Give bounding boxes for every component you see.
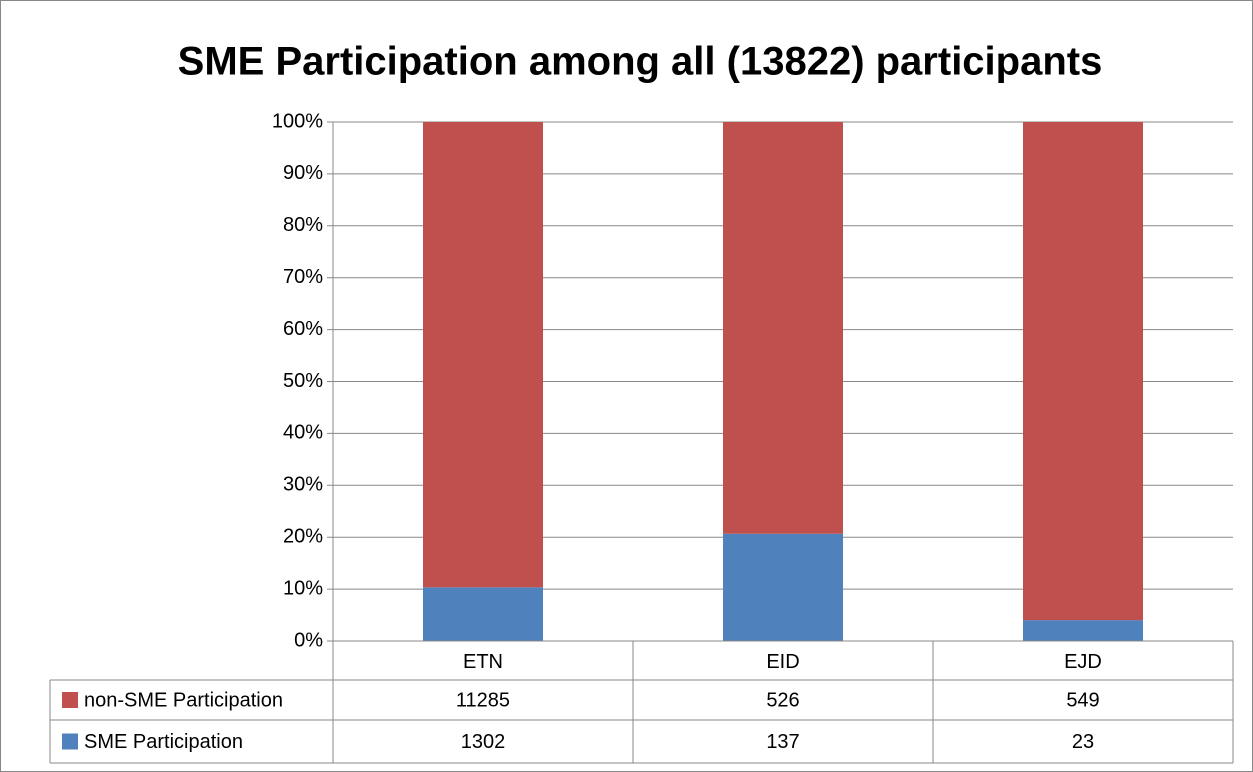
bar-segment — [423, 587, 543, 641]
table-value: 549 — [1066, 689, 1099, 711]
y-tick-label: 30% — [283, 474, 323, 496]
legend-swatch — [62, 733, 78, 750]
x-tick-label: EID — [766, 651, 799, 673]
table-value: 1302 — [461, 731, 506, 753]
table-value: 11285 — [456, 689, 510, 711]
table-value: 137 — [766, 731, 799, 753]
table-value: 23 — [1072, 731, 1094, 753]
y-tick-label: 50% — [283, 370, 323, 392]
y-tick-label: 10% — [283, 577, 323, 599]
legend-swatch — [62, 692, 78, 708]
table-value: 526 — [766, 689, 799, 711]
legend-label: non-SME Participation — [84, 689, 283, 711]
y-tick-label: 100% — [272, 110, 323, 132]
legend-label: SME Participation — [84, 731, 243, 753]
y-tick-label: 20% — [283, 525, 323, 547]
bar-segment — [1023, 620, 1143, 641]
y-tick-label: 90% — [283, 162, 323, 184]
y-tick-label: 80% — [283, 214, 323, 236]
chart-title: SME Participation among all (13822) part… — [178, 40, 1103, 84]
bar-segment — [723, 122, 843, 534]
y-tick-label: 70% — [283, 266, 323, 288]
y-tick-label: 40% — [283, 422, 323, 444]
bar-segment — [723, 533, 843, 641]
bar-segment — [423, 122, 543, 588]
y-tick-label: 0% — [294, 629, 323, 651]
bar-segment — [1023, 122, 1143, 621]
x-tick-label: EJD — [1064, 651, 1102, 673]
y-tick-label: 60% — [283, 318, 323, 340]
x-tick-label: ETN — [463, 651, 503, 673]
